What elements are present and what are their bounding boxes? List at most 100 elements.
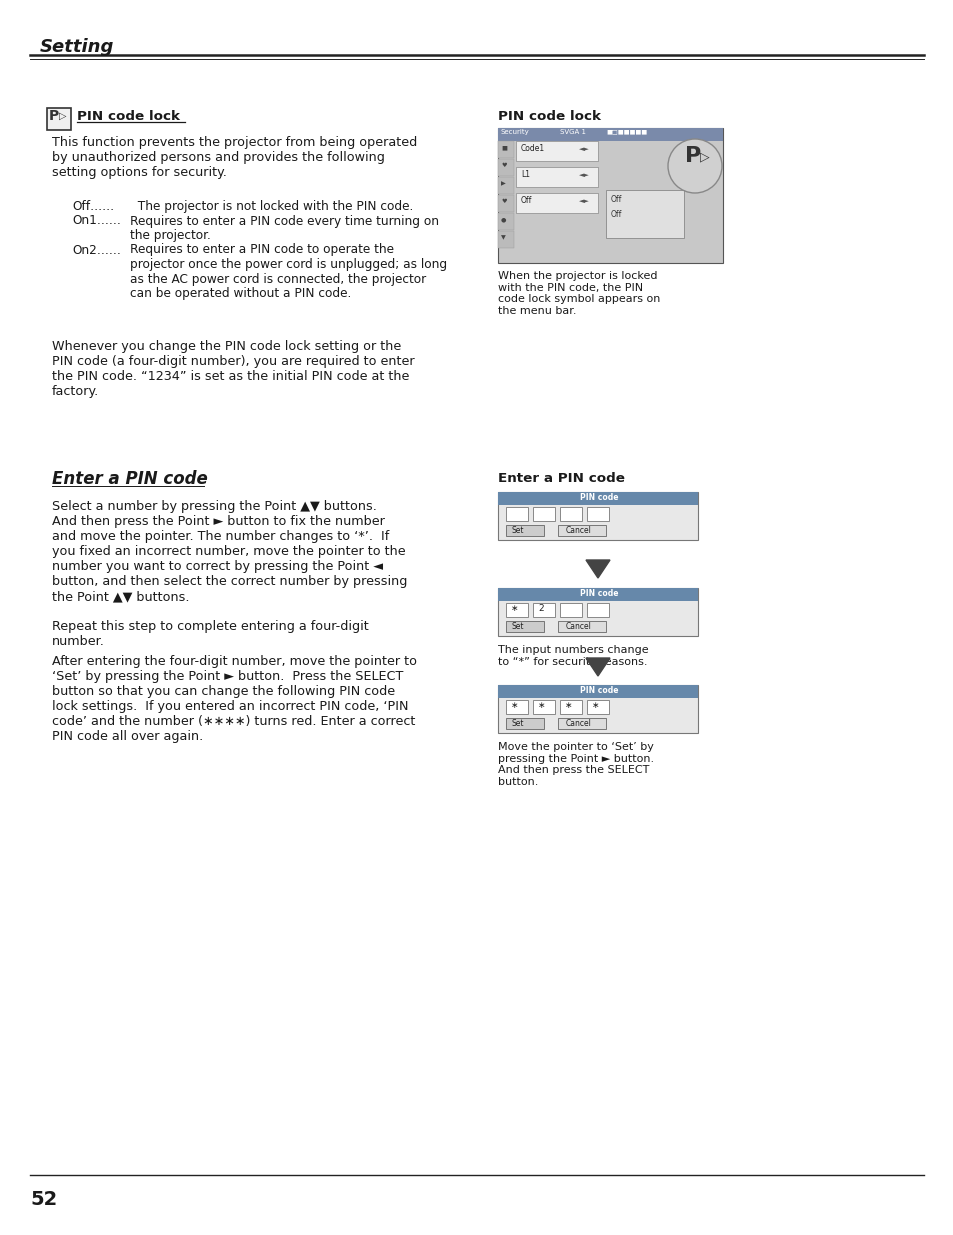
FancyBboxPatch shape [497, 177, 514, 194]
Text: PIN code: PIN code [579, 589, 618, 598]
Text: Security: Security [500, 128, 529, 135]
FancyBboxPatch shape [558, 525, 605, 536]
FancyBboxPatch shape [533, 508, 555, 521]
Text: ▼: ▼ [500, 235, 505, 240]
FancyBboxPatch shape [533, 700, 555, 714]
FancyBboxPatch shape [559, 508, 581, 521]
Text: Off: Off [610, 210, 621, 219]
Text: Set: Set [512, 622, 524, 631]
FancyBboxPatch shape [586, 603, 608, 618]
Text: Setting: Setting [40, 38, 114, 56]
FancyBboxPatch shape [497, 141, 514, 158]
FancyBboxPatch shape [497, 685, 698, 734]
FancyBboxPatch shape [586, 700, 608, 714]
Text: as the AC power cord is connected, the projector: as the AC power cord is connected, the p… [130, 273, 426, 285]
FancyBboxPatch shape [505, 603, 527, 618]
Text: ∗: ∗ [564, 701, 572, 710]
Text: Set: Set [512, 526, 524, 535]
Text: ◄►: ◄► [578, 198, 589, 204]
Text: Off: Off [520, 196, 532, 205]
Text: Whenever you change the PIN code lock setting or the
PIN code (a four-digit numb: Whenever you change the PIN code lock se… [52, 340, 415, 398]
Text: Repeat this step to complete entering a four-digit
number.: Repeat this step to complete entering a … [52, 620, 369, 648]
FancyBboxPatch shape [586, 508, 608, 521]
Text: ■: ■ [500, 144, 506, 149]
Text: Cancel: Cancel [565, 526, 591, 535]
Text: ∗: ∗ [592, 701, 598, 710]
Text: ◄►: ◄► [578, 172, 589, 178]
Text: PIN code: PIN code [579, 493, 618, 501]
Circle shape [667, 140, 721, 193]
Text: ■□■■■■■: ■□■■■■■ [605, 128, 646, 135]
FancyBboxPatch shape [497, 588, 698, 601]
FancyBboxPatch shape [497, 231, 514, 248]
Text: Select a number by pressing the Point ▲▼ buttons.
And then press the Point ► but: Select a number by pressing the Point ▲▼… [52, 500, 407, 603]
Text: ◄►: ◄► [578, 146, 589, 152]
Text: This function prevents the projector from being operated
by unauthorized persons: This function prevents the projector fro… [52, 136, 416, 179]
Text: After entering the four-digit number, move the pointer to
‘Set’ by pressing the : After entering the four-digit number, mo… [52, 655, 416, 743]
Text: ♥: ♥ [500, 163, 506, 168]
FancyBboxPatch shape [497, 588, 698, 636]
Text: 2: 2 [537, 604, 543, 613]
Text: PIN code lock: PIN code lock [77, 110, 180, 124]
Text: SVGA 1: SVGA 1 [559, 128, 585, 135]
Text: Requires to enter a PIN code every time turning on: Requires to enter a PIN code every time … [130, 215, 438, 227]
Text: Move the pointer to ‘Set’ by
pressing the Point ► button.
And then press the SEL: Move the pointer to ‘Set’ by pressing th… [497, 742, 654, 787]
FancyBboxPatch shape [558, 718, 605, 729]
Text: PIN code lock: PIN code lock [497, 110, 600, 124]
Text: On2……: On2…… [71, 243, 121, 257]
Text: Off……: Off…… [71, 200, 114, 212]
FancyBboxPatch shape [516, 193, 598, 212]
Text: Enter a PIN code: Enter a PIN code [497, 472, 624, 485]
FancyBboxPatch shape [516, 141, 598, 161]
Text: 52: 52 [30, 1191, 57, 1209]
Text: PIN code: PIN code [579, 685, 618, 695]
Text: ●: ● [500, 217, 506, 222]
FancyBboxPatch shape [605, 190, 683, 238]
Polygon shape [585, 559, 609, 578]
Text: ∗: ∗ [511, 701, 518, 710]
FancyBboxPatch shape [516, 167, 598, 186]
Text: L1: L1 [520, 170, 530, 179]
Text: ▷: ▷ [59, 111, 67, 121]
Text: ∗: ∗ [537, 701, 545, 710]
FancyBboxPatch shape [497, 159, 514, 177]
FancyBboxPatch shape [505, 700, 527, 714]
FancyBboxPatch shape [559, 603, 581, 618]
FancyBboxPatch shape [505, 621, 543, 632]
FancyBboxPatch shape [497, 128, 722, 263]
Text: The projector is not locked with the PIN code.: The projector is not locked with the PIN… [130, 200, 413, 212]
Text: ∗: ∗ [511, 604, 518, 613]
FancyBboxPatch shape [505, 718, 543, 729]
FancyBboxPatch shape [559, 700, 581, 714]
Text: Code1: Code1 [520, 144, 544, 153]
Polygon shape [585, 658, 609, 676]
FancyBboxPatch shape [47, 107, 71, 130]
Text: Off: Off [610, 195, 621, 204]
FancyBboxPatch shape [497, 492, 698, 540]
FancyBboxPatch shape [497, 195, 514, 212]
FancyBboxPatch shape [497, 492, 698, 505]
FancyBboxPatch shape [505, 508, 527, 521]
FancyBboxPatch shape [533, 603, 555, 618]
Text: Cancel: Cancel [565, 719, 591, 727]
Text: can be operated without a PIN code.: can be operated without a PIN code. [130, 287, 351, 300]
Text: ▷: ▷ [700, 149, 709, 163]
Text: projector once the power cord is unplugged; as long: projector once the power cord is unplugg… [130, 258, 447, 270]
FancyBboxPatch shape [497, 128, 722, 141]
Text: ♥: ♥ [500, 199, 506, 204]
Text: On1……: On1…… [71, 215, 121, 227]
Text: When the projector is locked
with the PIN code, the PIN
code lock symbol appears: When the projector is locked with the PI… [497, 270, 659, 316]
Text: Enter a PIN code: Enter a PIN code [52, 471, 208, 488]
FancyBboxPatch shape [505, 525, 543, 536]
FancyBboxPatch shape [497, 685, 698, 698]
Text: P: P [49, 109, 59, 124]
Text: P: P [684, 146, 700, 165]
Text: Requires to enter a PIN code to operate the: Requires to enter a PIN code to operate … [130, 243, 394, 257]
Text: Cancel: Cancel [565, 622, 591, 631]
FancyBboxPatch shape [558, 621, 605, 632]
Text: The input numbers change
to “*” for security reasons.: The input numbers change to “*” for secu… [497, 645, 648, 667]
FancyBboxPatch shape [497, 212, 514, 230]
Text: Set: Set [512, 719, 524, 727]
Text: ▶: ▶ [500, 182, 505, 186]
Text: the projector.: the projector. [130, 228, 211, 242]
